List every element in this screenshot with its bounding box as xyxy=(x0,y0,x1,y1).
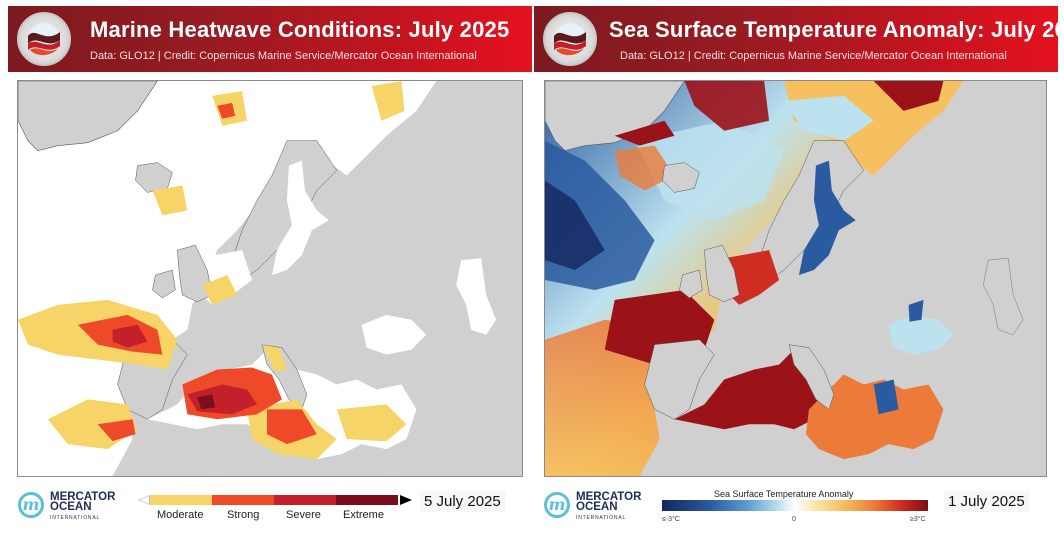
logo-text-international: INTERNATIONAL xyxy=(50,515,101,521)
ocean-black-sea xyxy=(888,314,954,355)
logo-text-ocean: OCEAN xyxy=(50,501,92,513)
legend-label-strong: Strong xyxy=(227,509,260,521)
land-ireland xyxy=(152,269,176,299)
land-scandinavia xyxy=(231,140,338,281)
sst-cold-core xyxy=(545,180,605,271)
mercator-m-icon: m xyxy=(18,492,44,518)
colorbar-under-arrow xyxy=(138,495,150,505)
ocean-caspian xyxy=(456,258,497,335)
sst-hot-kara xyxy=(873,81,944,111)
ocean-north-atlantic xyxy=(18,81,407,476)
wave-logo-icon xyxy=(554,23,586,56)
sst-cold-black-sea-north xyxy=(908,299,924,322)
sst-map-canvas xyxy=(545,81,1046,476)
mhw-subtitle: Data: GLO12 | Credit: Copernicus Marine … xyxy=(90,50,477,62)
logo-text-international: INTERNATIONAL xyxy=(576,515,627,521)
legend-label-severe: Severe xyxy=(286,509,321,521)
mhw-extreme-patches xyxy=(197,394,216,410)
land-iberia xyxy=(644,339,715,420)
mhw-map-canvas xyxy=(18,81,522,476)
ocean-baltic xyxy=(271,160,329,276)
sst-legend-title: Sea Surface Temperature Anomaly xyxy=(714,489,854,499)
mhw-title: Marine Heatwave Conditions: July 2025 xyxy=(90,17,510,42)
sst-legend-min: ≤-3°C xyxy=(662,516,680,523)
sst-map[interactable] xyxy=(544,80,1047,477)
sst-hot-greenland-coast xyxy=(614,120,675,146)
legend-label-moderate: Moderate xyxy=(157,509,204,521)
sst-cool-barents xyxy=(784,95,874,141)
ocean-black-sea xyxy=(361,314,427,355)
land-greenland xyxy=(545,81,685,151)
land-greenland xyxy=(18,81,158,151)
sst-hot-barents xyxy=(684,81,770,131)
logo-text-ocean: OCEAN xyxy=(576,501,618,513)
land-scandinavia xyxy=(758,140,865,281)
sst-legend-mid: 0 xyxy=(792,516,796,523)
mhw-panel: Marine Heatwave Conditions: July 2025 Da… xyxy=(8,6,532,521)
mhw-map[interactable] xyxy=(17,80,523,477)
sst-subtitle: Data: GLO12 | Credit: Copernicus Marine … xyxy=(620,50,1007,62)
land-britain xyxy=(704,244,740,303)
marine-heatwave-bulletin-logo xyxy=(543,12,597,66)
marine-heatwave-bulletin-logo xyxy=(17,12,71,66)
logo-text-mercator: MERCATOR xyxy=(576,491,642,503)
sst-cool-central xyxy=(634,120,785,221)
sst-colorbar xyxy=(662,500,928,511)
ocean-east-med xyxy=(805,374,944,460)
colorbar-over-arrow xyxy=(400,495,412,505)
mhw-header: Marine Heatwave Conditions: July 2025 Da… xyxy=(8,6,532,72)
logo-text-mercator: MERCATOR xyxy=(50,491,116,503)
land-iceland xyxy=(662,162,700,193)
sst-title: Sea Surface Temperature Anomaly: July 20… xyxy=(609,17,1064,42)
land-italy xyxy=(788,344,835,410)
caspian-outline xyxy=(982,257,1024,336)
sst-legend-max: ≥3°C xyxy=(910,516,926,523)
sst-warm-irminger xyxy=(614,145,675,191)
sst-cold-aegean xyxy=(873,379,899,415)
mhw-date: 5 July 2025 xyxy=(420,491,505,512)
land-ireland xyxy=(679,269,703,299)
colorbar-segment-severe xyxy=(274,495,336,505)
ocean-baltic xyxy=(798,160,856,276)
land-britain xyxy=(177,244,213,303)
sst-header: Sea Surface Temperature Anomaly: July 20… xyxy=(534,6,1064,72)
colorbar-segment-strong xyxy=(212,495,274,505)
sst-panel: Sea Surface Temperature Anomaly: July 20… xyxy=(532,0,1064,533)
colorbar-segment-moderate xyxy=(150,495,212,505)
ocean-west-med xyxy=(674,349,824,430)
mercator-m-icon: m xyxy=(544,492,570,518)
wave-logo-icon xyxy=(28,23,60,56)
mhw-colorbar xyxy=(138,495,412,505)
legend-label-extreme: Extreme xyxy=(343,509,384,521)
colorbar-segment-extreme xyxy=(336,495,398,505)
sst-date: 1 July 2025 xyxy=(944,491,1029,512)
